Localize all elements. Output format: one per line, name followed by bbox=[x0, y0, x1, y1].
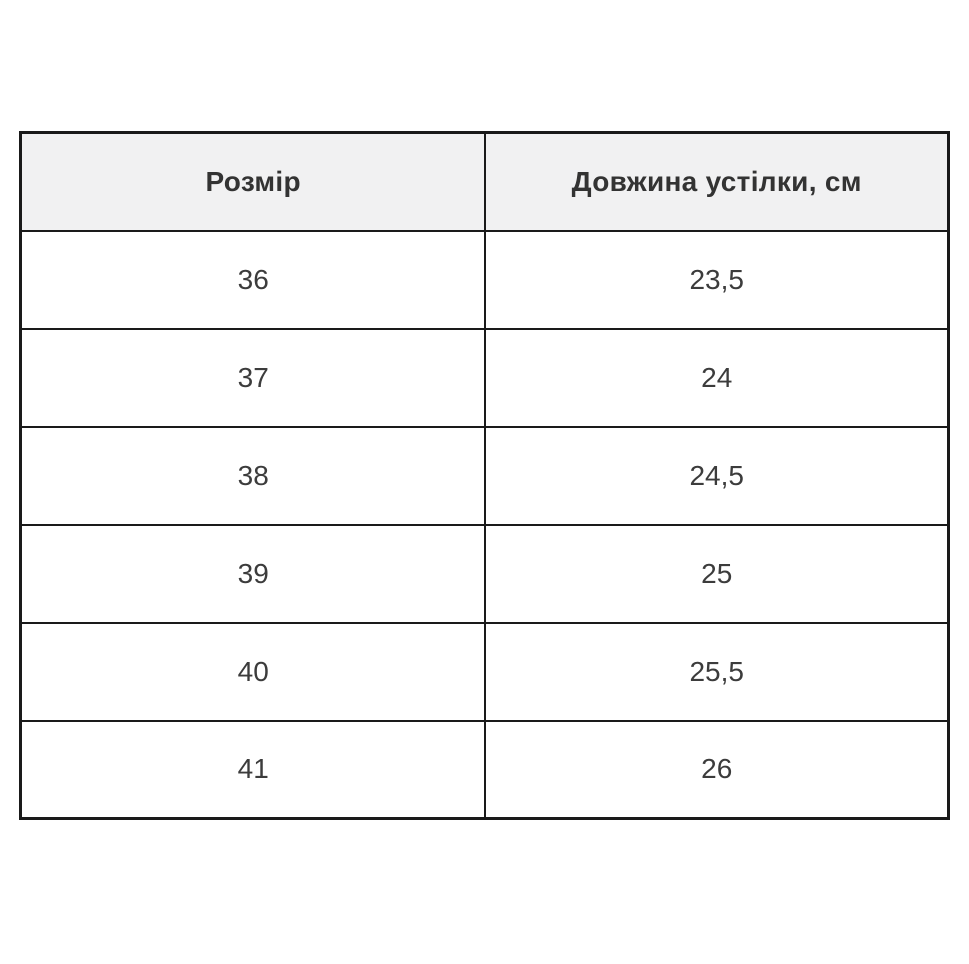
table-row: 36 23,5 bbox=[19, 229, 950, 330]
size-cell: 36 bbox=[19, 229, 487, 330]
table-row: 41 26 bbox=[19, 719, 950, 820]
table-row: 37 24 bbox=[19, 327, 950, 428]
table-row: 40 25,5 bbox=[19, 621, 950, 722]
table-row: 39 25 bbox=[19, 523, 950, 624]
insole-length-cell: 26 bbox=[484, 719, 950, 820]
size-cell: 41 bbox=[19, 719, 487, 820]
size-cell: 38 bbox=[19, 425, 487, 526]
column-header-insole-length: Довжина устілки, см bbox=[484, 131, 950, 232]
size-cell: 39 bbox=[19, 523, 487, 624]
size-table: Розмір Довжина устілки, см 36 23,5 37 24 38 2… bbox=[19, 131, 950, 820]
insole-length-cell: 24,5 bbox=[484, 425, 950, 526]
size-cell: 37 bbox=[19, 327, 487, 428]
size-cell: 40 bbox=[19, 621, 487, 722]
table-row: 38 24,5 bbox=[19, 425, 950, 526]
insole-length-cell: 25,5 bbox=[484, 621, 950, 722]
insole-length-cell: 23,5 bbox=[484, 229, 950, 330]
insole-length-cell: 24 bbox=[484, 327, 950, 428]
column-header-size: Розмір bbox=[19, 131, 487, 232]
table-header-row: Розмір Довжина устілки, см bbox=[19, 131, 950, 232]
insole-length-cell: 25 bbox=[484, 523, 950, 624]
